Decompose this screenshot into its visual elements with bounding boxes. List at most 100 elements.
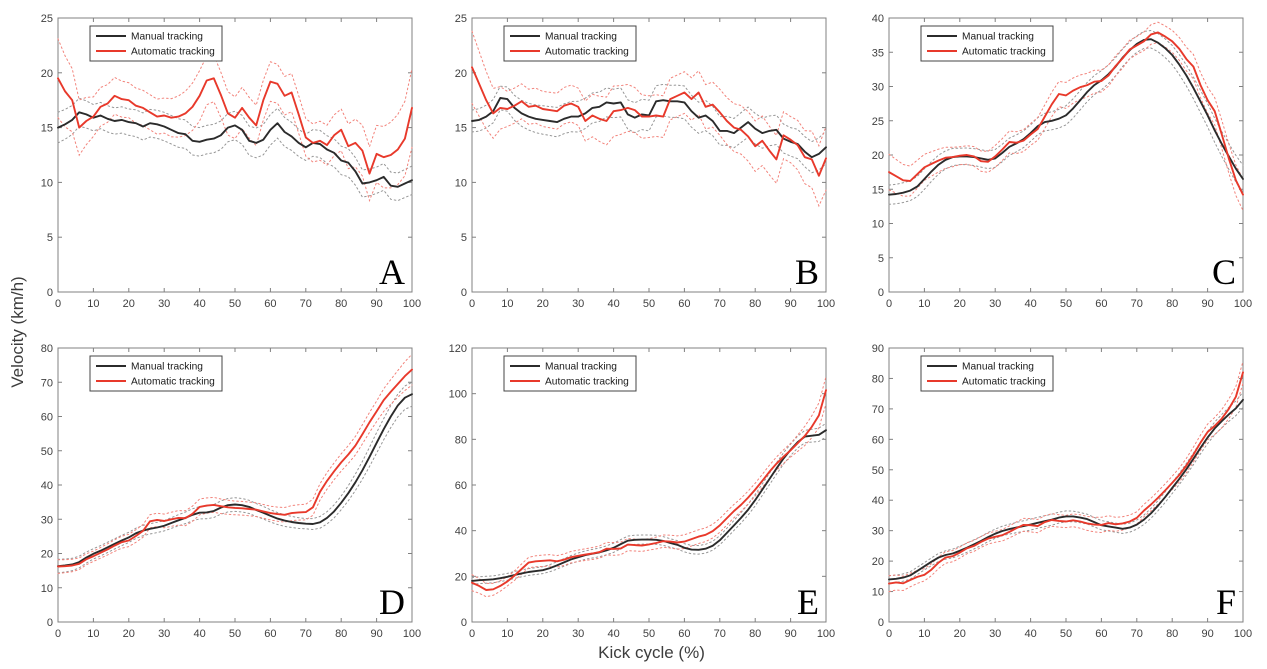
svg-text:10: 10 [87, 298, 99, 310]
svg-text:5: 5 [878, 253, 884, 265]
svg-text:40: 40 [607, 298, 619, 310]
svg-text:20: 20 [872, 150, 884, 162]
svg-text:60: 60 [1095, 628, 1107, 640]
svg-text:40: 40 [193, 628, 205, 640]
svg-text:15: 15 [872, 184, 884, 196]
svg-text:60: 60 [41, 412, 53, 424]
svg-text:70: 70 [872, 404, 884, 416]
svg-text:10: 10 [918, 298, 930, 310]
svg-text:60: 60 [455, 480, 467, 492]
svg-text:40: 40 [41, 480, 53, 492]
svg-text:50: 50 [1060, 628, 1072, 640]
svg-text:10: 10 [41, 177, 53, 189]
svg-text:80: 80 [1166, 628, 1178, 640]
panel-letter: B [795, 252, 819, 292]
svg-text:80: 80 [335, 628, 347, 640]
svg-text:80: 80 [872, 373, 884, 385]
legend-automatic-label: Automatic tracking [962, 377, 1046, 388]
svg-text:10: 10 [872, 587, 884, 599]
svg-text:20: 20 [872, 556, 884, 568]
svg-text:0: 0 [461, 287, 467, 299]
svg-text:0: 0 [878, 287, 884, 299]
svg-text:20: 20 [537, 298, 549, 310]
svg-text:30: 30 [572, 628, 584, 640]
svg-text:70: 70 [1131, 628, 1143, 640]
svg-text:100: 100 [403, 628, 421, 640]
svg-text:0: 0 [47, 617, 53, 629]
svg-text:30: 30 [158, 628, 170, 640]
svg-text:90: 90 [1201, 628, 1213, 640]
svg-text:10: 10 [918, 628, 930, 640]
panel-d-chart: 0 10 20 30 40 50 60 70 80 90 100 0 10 20 30 40 50 60 70 80 M… [41, 343, 421, 640]
svg-text:60: 60 [872, 434, 884, 446]
svg-text:60: 60 [264, 298, 276, 310]
svg-text:25: 25 [455, 13, 467, 25]
svg-text:10: 10 [87, 628, 99, 640]
svg-text:60: 60 [678, 298, 690, 310]
svg-text:40: 40 [607, 628, 619, 640]
svg-text:30: 30 [989, 298, 1001, 310]
legend-manual-label: Manual tracking [131, 32, 203, 43]
svg-text:40: 40 [455, 526, 467, 538]
svg-text:0: 0 [55, 298, 61, 310]
svg-text:100: 100 [817, 628, 835, 640]
svg-text:0: 0 [469, 298, 475, 310]
svg-text:20: 20 [537, 628, 549, 640]
svg-text:100: 100 [1234, 628, 1252, 640]
svg-text:40: 40 [1024, 298, 1036, 310]
legend-automatic-label: Automatic tracking [962, 47, 1046, 58]
panel-letter: C [1212, 252, 1236, 292]
panel-letter: E [797, 582, 819, 622]
svg-text:30: 30 [158, 298, 170, 310]
legend-manual-label: Manual tracking [131, 362, 203, 373]
legend-manual-label: Manual tracking [545, 32, 617, 43]
svg-text:70: 70 [714, 298, 726, 310]
svg-text:120: 120 [449, 343, 467, 355]
legend-manual-label: Manual tracking [545, 362, 617, 373]
svg-text:80: 80 [749, 298, 761, 310]
svg-text:40: 40 [1024, 628, 1036, 640]
svg-text:25: 25 [872, 116, 884, 128]
svg-text:90: 90 [1201, 298, 1213, 310]
svg-text:20: 20 [123, 298, 135, 310]
svg-text:80: 80 [335, 298, 347, 310]
svg-text:10: 10 [41, 583, 53, 595]
svg-text:25: 25 [41, 13, 53, 25]
svg-text:30: 30 [572, 298, 584, 310]
legend-manual-label: Manual tracking [962, 362, 1034, 373]
svg-text:50: 50 [1060, 298, 1072, 310]
svg-text:50: 50 [872, 465, 884, 477]
svg-text:30: 30 [872, 82, 884, 94]
svg-text:10: 10 [501, 298, 513, 310]
svg-text:20: 20 [954, 298, 966, 310]
svg-text:70: 70 [300, 298, 312, 310]
y-axis-label: Velocity (km/h) [8, 276, 27, 388]
legend-automatic-label: Automatic tracking [545, 377, 629, 388]
svg-text:20: 20 [455, 68, 467, 80]
legend: Manual tracking Automatic tracking [503, 355, 637, 392]
legend-automatic-label: Automatic tracking [131, 377, 215, 388]
svg-text:50: 50 [229, 298, 241, 310]
legend-automatic-label: Automatic tracking [545, 47, 629, 58]
svg-text:10: 10 [501, 628, 513, 640]
svg-text:10: 10 [455, 177, 467, 189]
x-axis-label: Kick cycle (%) [598, 643, 705, 662]
svg-text:20: 20 [455, 571, 467, 583]
svg-text:20: 20 [41, 549, 53, 561]
panel-letter: D [379, 582, 405, 622]
svg-text:90: 90 [370, 628, 382, 640]
svg-text:0: 0 [886, 298, 892, 310]
legend: Manual tracking Automatic tracking [503, 25, 637, 62]
svg-text:90: 90 [784, 298, 796, 310]
svg-text:15: 15 [41, 123, 53, 135]
svg-text:100: 100 [449, 389, 467, 401]
panel-e-chart: 0 10 20 30 40 50 60 70 80 90 100 0 20 40 60 80 100 120 Man… [449, 343, 836, 640]
svg-text:0: 0 [878, 617, 884, 629]
legend: Manual tracking Automatic tracking [920, 25, 1054, 62]
svg-text:90: 90 [872, 343, 884, 355]
svg-text:50: 50 [643, 298, 655, 310]
panel-b-chart: 0 10 20 30 40 50 60 70 80 90 100 0 5 10 15 20 25 Manual t… [455, 13, 835, 310]
svg-text:5: 5 [47, 232, 53, 244]
svg-text:70: 70 [41, 377, 53, 389]
panel-letter: A [379, 252, 405, 292]
